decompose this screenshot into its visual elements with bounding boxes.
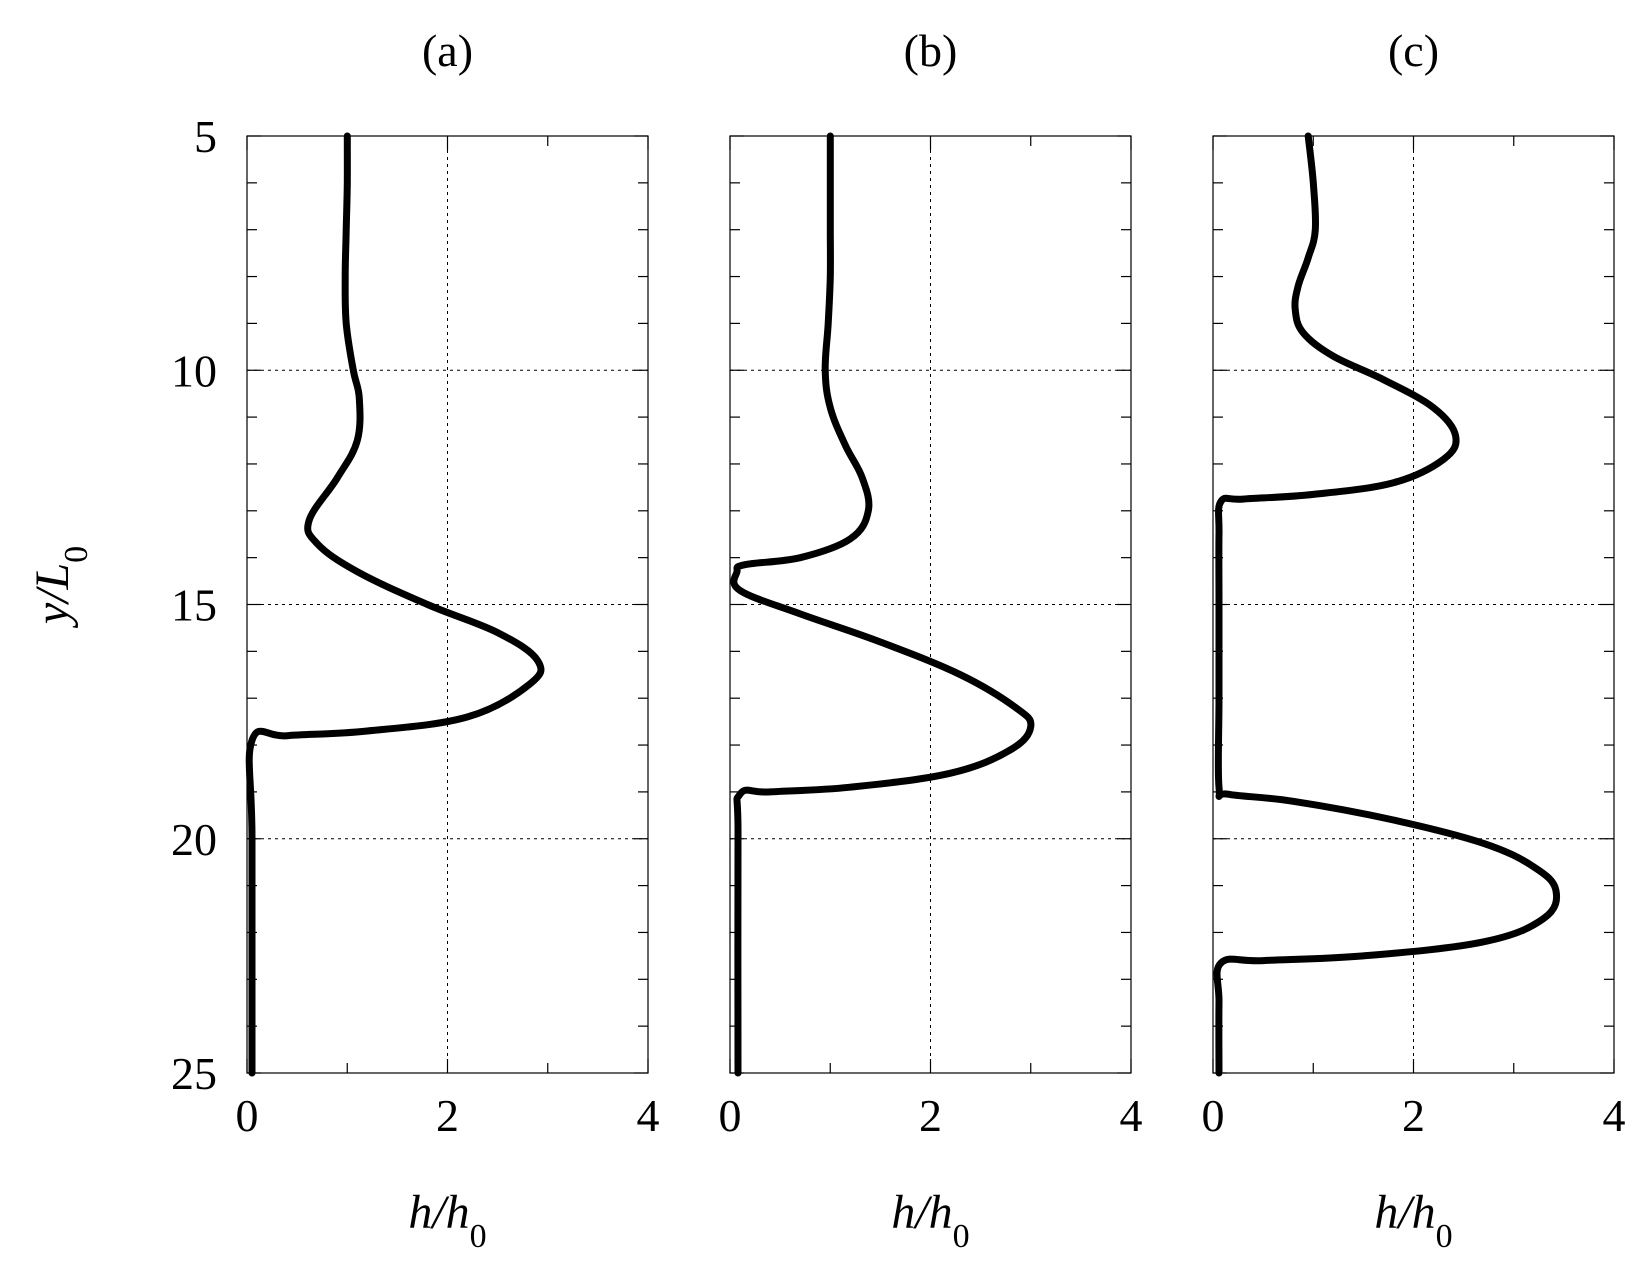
x-axis-title-main: h/h bbox=[408, 1186, 469, 1239]
x-tick-label: 0 bbox=[236, 1090, 259, 1141]
panel-label: (a) bbox=[422, 25, 473, 76]
x-axis-title: h/h0 bbox=[1374, 1186, 1452, 1255]
panel-b: 0 2 4(b)h/h0 bbox=[719, 25, 1143, 1255]
y-tick-label: 10 bbox=[171, 345, 217, 396]
y-axis-title-sub: 0 bbox=[58, 546, 95, 563]
x-tick-label: 0 bbox=[719, 1090, 742, 1141]
y-axis-title-main: y/L bbox=[26, 563, 79, 629]
x-axis-title-sub: 0 bbox=[1436, 1218, 1453, 1255]
x-axis-title: h/h0 bbox=[408, 1186, 486, 1255]
plot-frame bbox=[246, 135, 649, 1074]
x-tick-label: 4 bbox=[1120, 1090, 1143, 1141]
x-tick-label: 4 bbox=[1603, 1090, 1626, 1141]
y-tick-label: 20 bbox=[171, 814, 217, 865]
x-tick-label: 2 bbox=[1402, 1090, 1425, 1141]
y-tick-label: 15 bbox=[171, 580, 217, 631]
x-tick-label: 2 bbox=[919, 1090, 942, 1141]
plot-frame bbox=[729, 135, 1132, 1074]
x-axis-title: h/h0 bbox=[891, 1186, 969, 1255]
x-axis-title-main: h/h bbox=[1374, 1186, 1435, 1239]
series-line bbox=[730, 132, 1035, 1077]
y-tick-label: 5 bbox=[194, 111, 217, 162]
x-tick-label: 2 bbox=[436, 1090, 459, 1141]
series-line bbox=[245, 132, 545, 1077]
x-tick-label: 4 bbox=[637, 1090, 660, 1141]
x-axis-title-sub: 0 bbox=[953, 1218, 970, 1255]
y-axis-title: y/L0 bbox=[26, 546, 95, 629]
x-tick-label: 0 bbox=[1202, 1090, 1225, 1141]
panel-label: (b) bbox=[904, 25, 958, 76]
plot-frame bbox=[1212, 135, 1615, 1074]
x-axis-title-main: h/h bbox=[891, 1186, 952, 1239]
panel-c: 0 2 4(c)h/h0 bbox=[1202, 25, 1626, 1255]
panel-label: (c) bbox=[1388, 25, 1439, 76]
series-line bbox=[1213, 132, 1561, 1077]
x-axis-title-sub: 0 bbox=[470, 1218, 487, 1255]
y-tick-label: 25 bbox=[171, 1048, 217, 1099]
